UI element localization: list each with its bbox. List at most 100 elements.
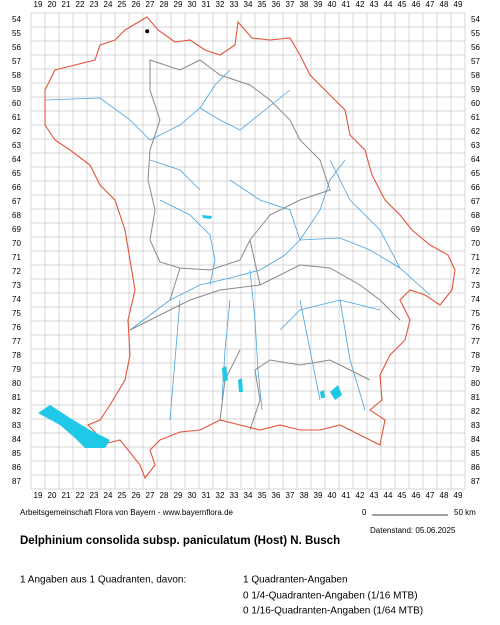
column-label: 39	[314, 491, 323, 500]
column-label: 43	[370, 491, 379, 500]
column-label: 31	[202, 491, 211, 500]
column-label: 44	[384, 491, 393, 500]
row-label: 61	[12, 113, 21, 122]
row-label: 80	[12, 379, 21, 388]
column-label: 33	[230, 0, 239, 9]
state-border	[44, 16, 456, 480]
column-label: 41	[342, 491, 351, 500]
grid	[30, 12, 466, 490]
column-label: 28	[160, 491, 169, 500]
row-label: 75	[12, 309, 21, 318]
row-label: 60	[471, 99, 480, 108]
row-label: 62	[471, 127, 480, 136]
column-label: 29	[174, 491, 183, 500]
row-label: 66	[12, 183, 21, 192]
row-label: 76	[471, 323, 480, 332]
column-label: 36	[272, 0, 281, 9]
row-label: 85	[12, 449, 21, 458]
row-label: 56	[471, 43, 480, 52]
row-label: 85	[471, 449, 480, 458]
row-label: 84	[471, 435, 480, 444]
column-label: 34	[244, 0, 253, 9]
column-label: 32	[216, 491, 225, 500]
column-label: 37	[286, 0, 295, 9]
column-label: 22	[76, 0, 85, 9]
column-label: 47	[426, 491, 435, 500]
row-label: 68	[471, 211, 480, 220]
admin-borders	[129, 59, 401, 431]
row-label: 64	[471, 155, 480, 164]
row-label: 74	[471, 295, 480, 304]
column-label: 36	[272, 491, 281, 500]
detail: 0 1/4-Quadranten-Angaben (1/16 MTB)	[243, 591, 418, 602]
row-label: 73	[12, 281, 21, 290]
row-label: 56	[12, 43, 21, 52]
column-label: 43	[370, 0, 379, 9]
scale-end: 50 km	[454, 508, 476, 517]
row-label: 75	[471, 309, 480, 318]
scale-start: 0	[362, 508, 367, 517]
row-label: 66	[471, 183, 480, 192]
column-label: 48	[440, 0, 449, 9]
row-label: 73	[471, 281, 480, 290]
column-label: 41	[342, 0, 351, 9]
column-label: 28	[160, 0, 169, 9]
row-label: 58	[12, 71, 21, 80]
row-label: 61	[471, 113, 480, 122]
row-label: 86	[471, 463, 480, 472]
column-label: 21	[62, 491, 71, 500]
column-label: 38	[300, 491, 309, 500]
row-label: 67	[12, 197, 21, 206]
column-label: 44	[384, 0, 393, 9]
column-label: 24	[104, 491, 113, 500]
row-label: 69	[471, 225, 480, 234]
row-label: 84	[12, 435, 21, 444]
row-label: 63	[12, 141, 21, 150]
detail: 0 1/16-Quadranten-Angaben (1/64 MTB)	[243, 606, 423, 617]
column-label: 46	[412, 0, 421, 9]
column-label: 23	[90, 491, 99, 500]
column-label: 21	[62, 0, 71, 9]
row-label: 64	[12, 155, 21, 164]
row-label: 72	[12, 267, 21, 276]
column-label: 32	[216, 0, 225, 9]
row-label: 70	[12, 239, 21, 248]
row-label: 87	[12, 477, 21, 486]
credit: Arbeitsgemeinschaft Flora von Bayern - w…	[20, 508, 234, 517]
row-label: 54	[471, 15, 480, 24]
column-label: 48	[440, 491, 449, 500]
column-label: 38	[300, 0, 309, 9]
detail: 1 Quadranten-Angaben	[243, 575, 348, 586]
column-label: 26	[132, 0, 141, 9]
column-label: 39	[314, 0, 323, 9]
column-label: 30	[188, 0, 197, 9]
column-label: 33	[230, 491, 239, 500]
column-label: 35	[258, 491, 267, 500]
row-label: 79	[12, 365, 21, 374]
row-label: 71	[12, 253, 21, 262]
column-label: 20	[48, 0, 57, 9]
row-label: 57	[12, 57, 21, 66]
column-label: 25	[118, 0, 127, 9]
column-label: 40	[328, 491, 337, 500]
column-label: 19	[34, 0, 43, 9]
row-label: 60	[12, 99, 21, 108]
column-label: 42	[356, 0, 365, 9]
column-label: 34	[244, 491, 253, 500]
row-label: 55	[12, 29, 21, 38]
row-label: 83	[471, 421, 480, 430]
row-label: 65	[12, 169, 21, 178]
lakes	[38, 215, 342, 448]
row-label: 72	[471, 267, 480, 276]
column-label: 30	[188, 491, 197, 500]
column-label: 40	[328, 0, 337, 9]
date: Datenstand: 05.06.2025	[370, 526, 456, 535]
row-label: 67	[471, 197, 480, 206]
row-label: 57	[471, 57, 480, 66]
column-label: 25	[118, 491, 127, 500]
column-label: 46	[412, 491, 421, 500]
row-label: 87	[471, 477, 480, 486]
row-label: 55	[471, 29, 480, 38]
column-label: 45	[398, 491, 407, 500]
row-label: 69	[12, 225, 21, 234]
